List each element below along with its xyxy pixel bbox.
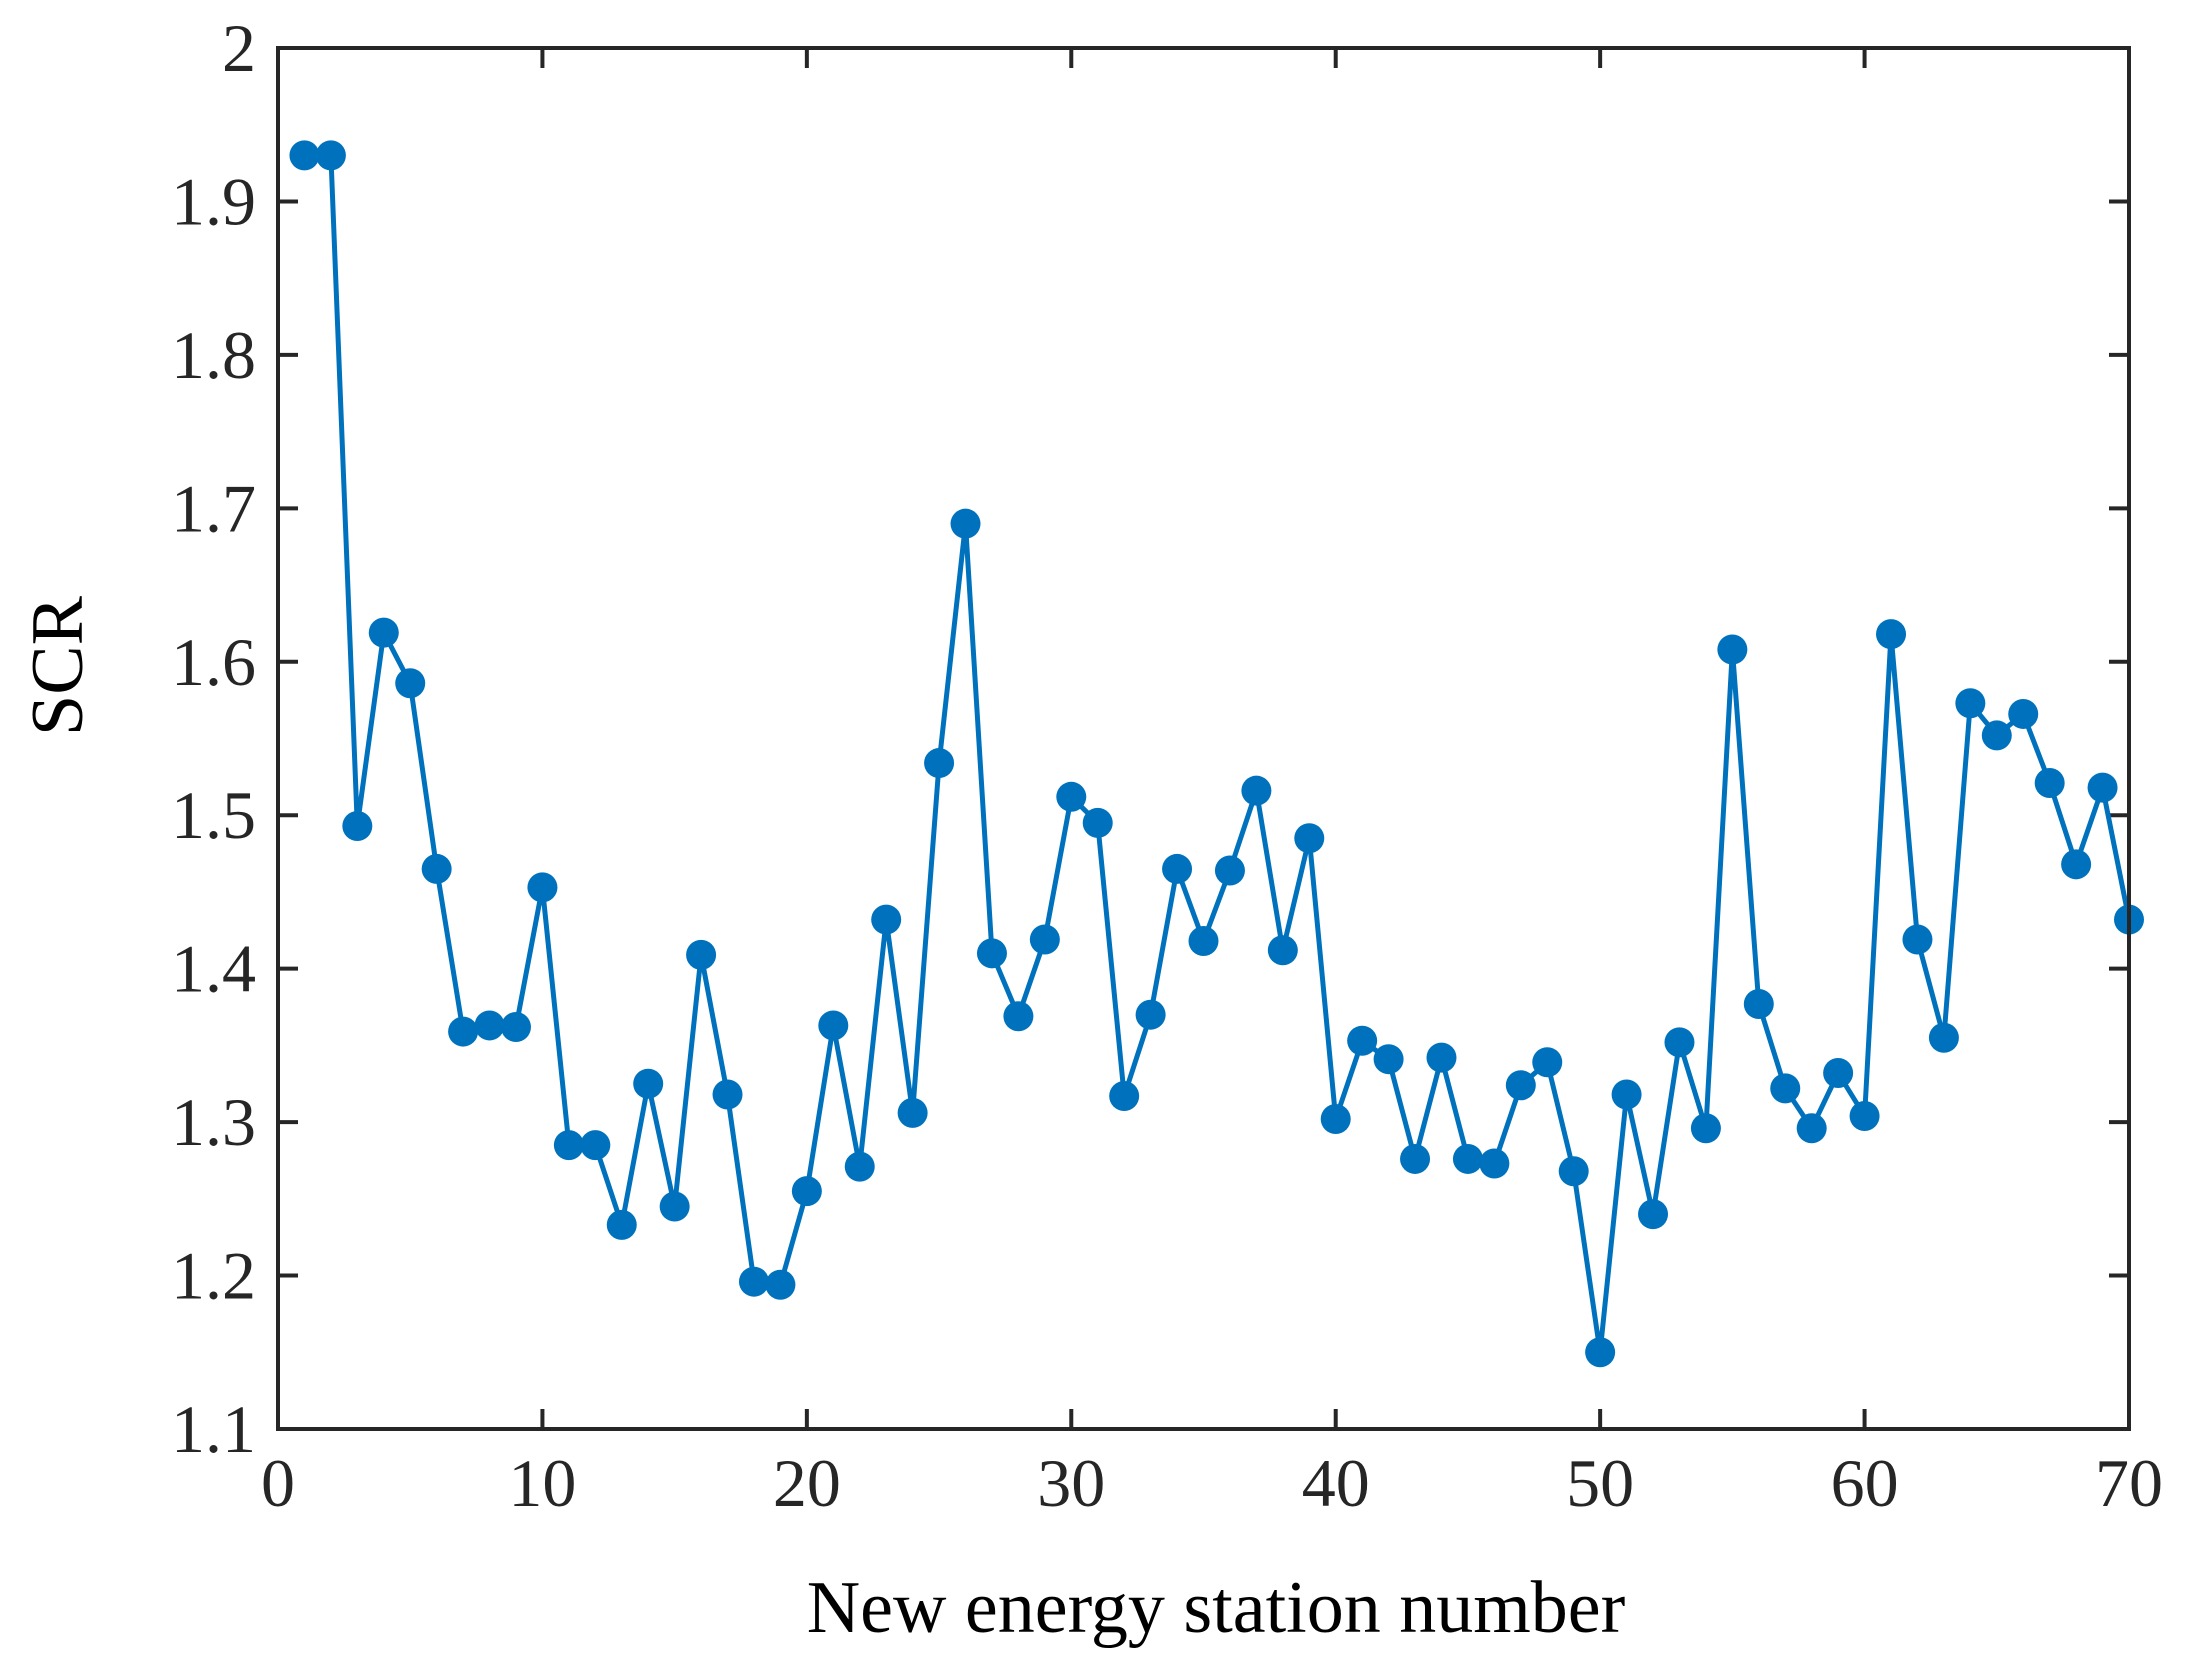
- data-point: [1743, 988, 1774, 1019]
- data-point: [1452, 1143, 1483, 1174]
- data-point: [527, 872, 558, 903]
- data-point: [765, 1269, 796, 1300]
- data-point: [1955, 688, 1986, 719]
- data-point: [897, 1097, 928, 1128]
- data-point: [1717, 634, 1748, 665]
- data-point: [1400, 1143, 1431, 1174]
- x-tick-label: 60: [1831, 1445, 1899, 1521]
- data-point: [1479, 1148, 1510, 1179]
- x-tick-label: 40: [1302, 1445, 1370, 1521]
- y-tick-label: 1.3: [171, 1084, 256, 1160]
- data-point: [1823, 1058, 1854, 1089]
- data-point: [1294, 823, 1325, 854]
- x-tick-label: 20: [773, 1445, 841, 1521]
- x-axis-title: New energy station number: [807, 1567, 1626, 1649]
- data-point: [421, 853, 452, 884]
- data-point: [1267, 935, 1298, 966]
- data-point: [738, 1266, 769, 1297]
- data-point: [1082, 807, 1113, 838]
- data-point: [712, 1079, 743, 1110]
- data-point: [289, 140, 320, 171]
- y-tick-label: 1.2: [171, 1238, 256, 1314]
- data-point: [580, 1130, 611, 1161]
- data-point: [976, 938, 1007, 969]
- x-tick-label: 70: [2095, 1445, 2163, 1521]
- y-tick-label: 1.9: [171, 163, 256, 239]
- data-point: [1426, 1042, 1457, 1073]
- data-point: [1320, 1104, 1351, 1135]
- data-point: [1981, 720, 2012, 751]
- data-point: [448, 1016, 479, 1047]
- data-point: [791, 1176, 822, 1207]
- data-point: [1638, 1199, 1669, 1230]
- y-tick-label: 1.8: [171, 317, 256, 393]
- data-point: [1611, 1079, 1642, 1110]
- series-line: [304, 152, 2132, 1355]
- data-point: [368, 617, 399, 648]
- data-point: [1241, 775, 1272, 806]
- y-tick-label: 1.1: [171, 1391, 256, 1467]
- data-point: [500, 1011, 531, 1042]
- data-point: [1056, 781, 1087, 812]
- data-point: [844, 1151, 875, 1182]
- data-point: [633, 1068, 664, 1099]
- data-point: [1558, 1156, 1589, 1187]
- data-point: [1214, 855, 1245, 886]
- data-point: [1585, 1337, 1616, 1368]
- data-point: [1876, 619, 1907, 650]
- data-point: [871, 904, 902, 935]
- x-tick-label: 50: [1566, 1445, 1634, 1521]
- y-tick-label: 1.5: [171, 777, 256, 853]
- data-point: [1162, 853, 1193, 884]
- data-point: [1849, 1100, 1880, 1131]
- data-point: [659, 1191, 690, 1222]
- data-point: [315, 140, 346, 171]
- data-point: [474, 1010, 505, 1041]
- data-point: [1796, 1113, 1827, 1144]
- plot-frame: [276, 46, 2131, 1431]
- data-point: [553, 1130, 584, 1161]
- data-series: [289, 140, 2144, 1368]
- data-point: [1770, 1073, 1801, 1104]
- data-point: [606, 1209, 637, 1240]
- data-point: [1135, 999, 1166, 1030]
- data-point: [686, 939, 717, 970]
- data-point: [2034, 767, 2065, 798]
- data-point: [1690, 1113, 1721, 1144]
- data-point: [1928, 1022, 1959, 1053]
- x-tick-label: 10: [508, 1445, 576, 1521]
- data-point: [2087, 772, 2118, 803]
- data-point: [1532, 1047, 1563, 1078]
- data-point: [342, 810, 373, 841]
- data-point: [1347, 1025, 1378, 1056]
- x-tick-labels: 0 10 20 30 40 50 60 70: [261, 1445, 2163, 1521]
- y-tick-labels: 1.1 1.2 1.3 1.4 1.5 1.6 1.7 1.8 1.9 2: [171, 10, 256, 1467]
- y-tick-label: 2: [222, 10, 256, 86]
- x-tick-label: 30: [1037, 1445, 1105, 1521]
- x-tick-label: 0: [261, 1445, 295, 1521]
- data-point: [1029, 924, 1060, 955]
- data-point: [1003, 1001, 1034, 1032]
- data-point: [1109, 1081, 1140, 1112]
- y-tick-label: 1.4: [171, 931, 256, 1007]
- data-point: [818, 1010, 849, 1041]
- data-point: [395, 668, 426, 699]
- data-point: [1373, 1044, 1404, 1075]
- y-axis-title: SCR: [17, 595, 99, 736]
- data-point: [1188, 926, 1219, 957]
- data-point: [2061, 849, 2092, 880]
- data-point: [1664, 1027, 1695, 1058]
- data-point: [2008, 698, 2039, 729]
- y-tick-label: 1.6: [171, 624, 256, 700]
- data-point: [924, 748, 955, 779]
- data-point: [1902, 924, 1933, 955]
- y-tick-label: 1.7: [171, 470, 256, 546]
- data-point: [1505, 1070, 1536, 1101]
- data-point: [950, 508, 981, 539]
